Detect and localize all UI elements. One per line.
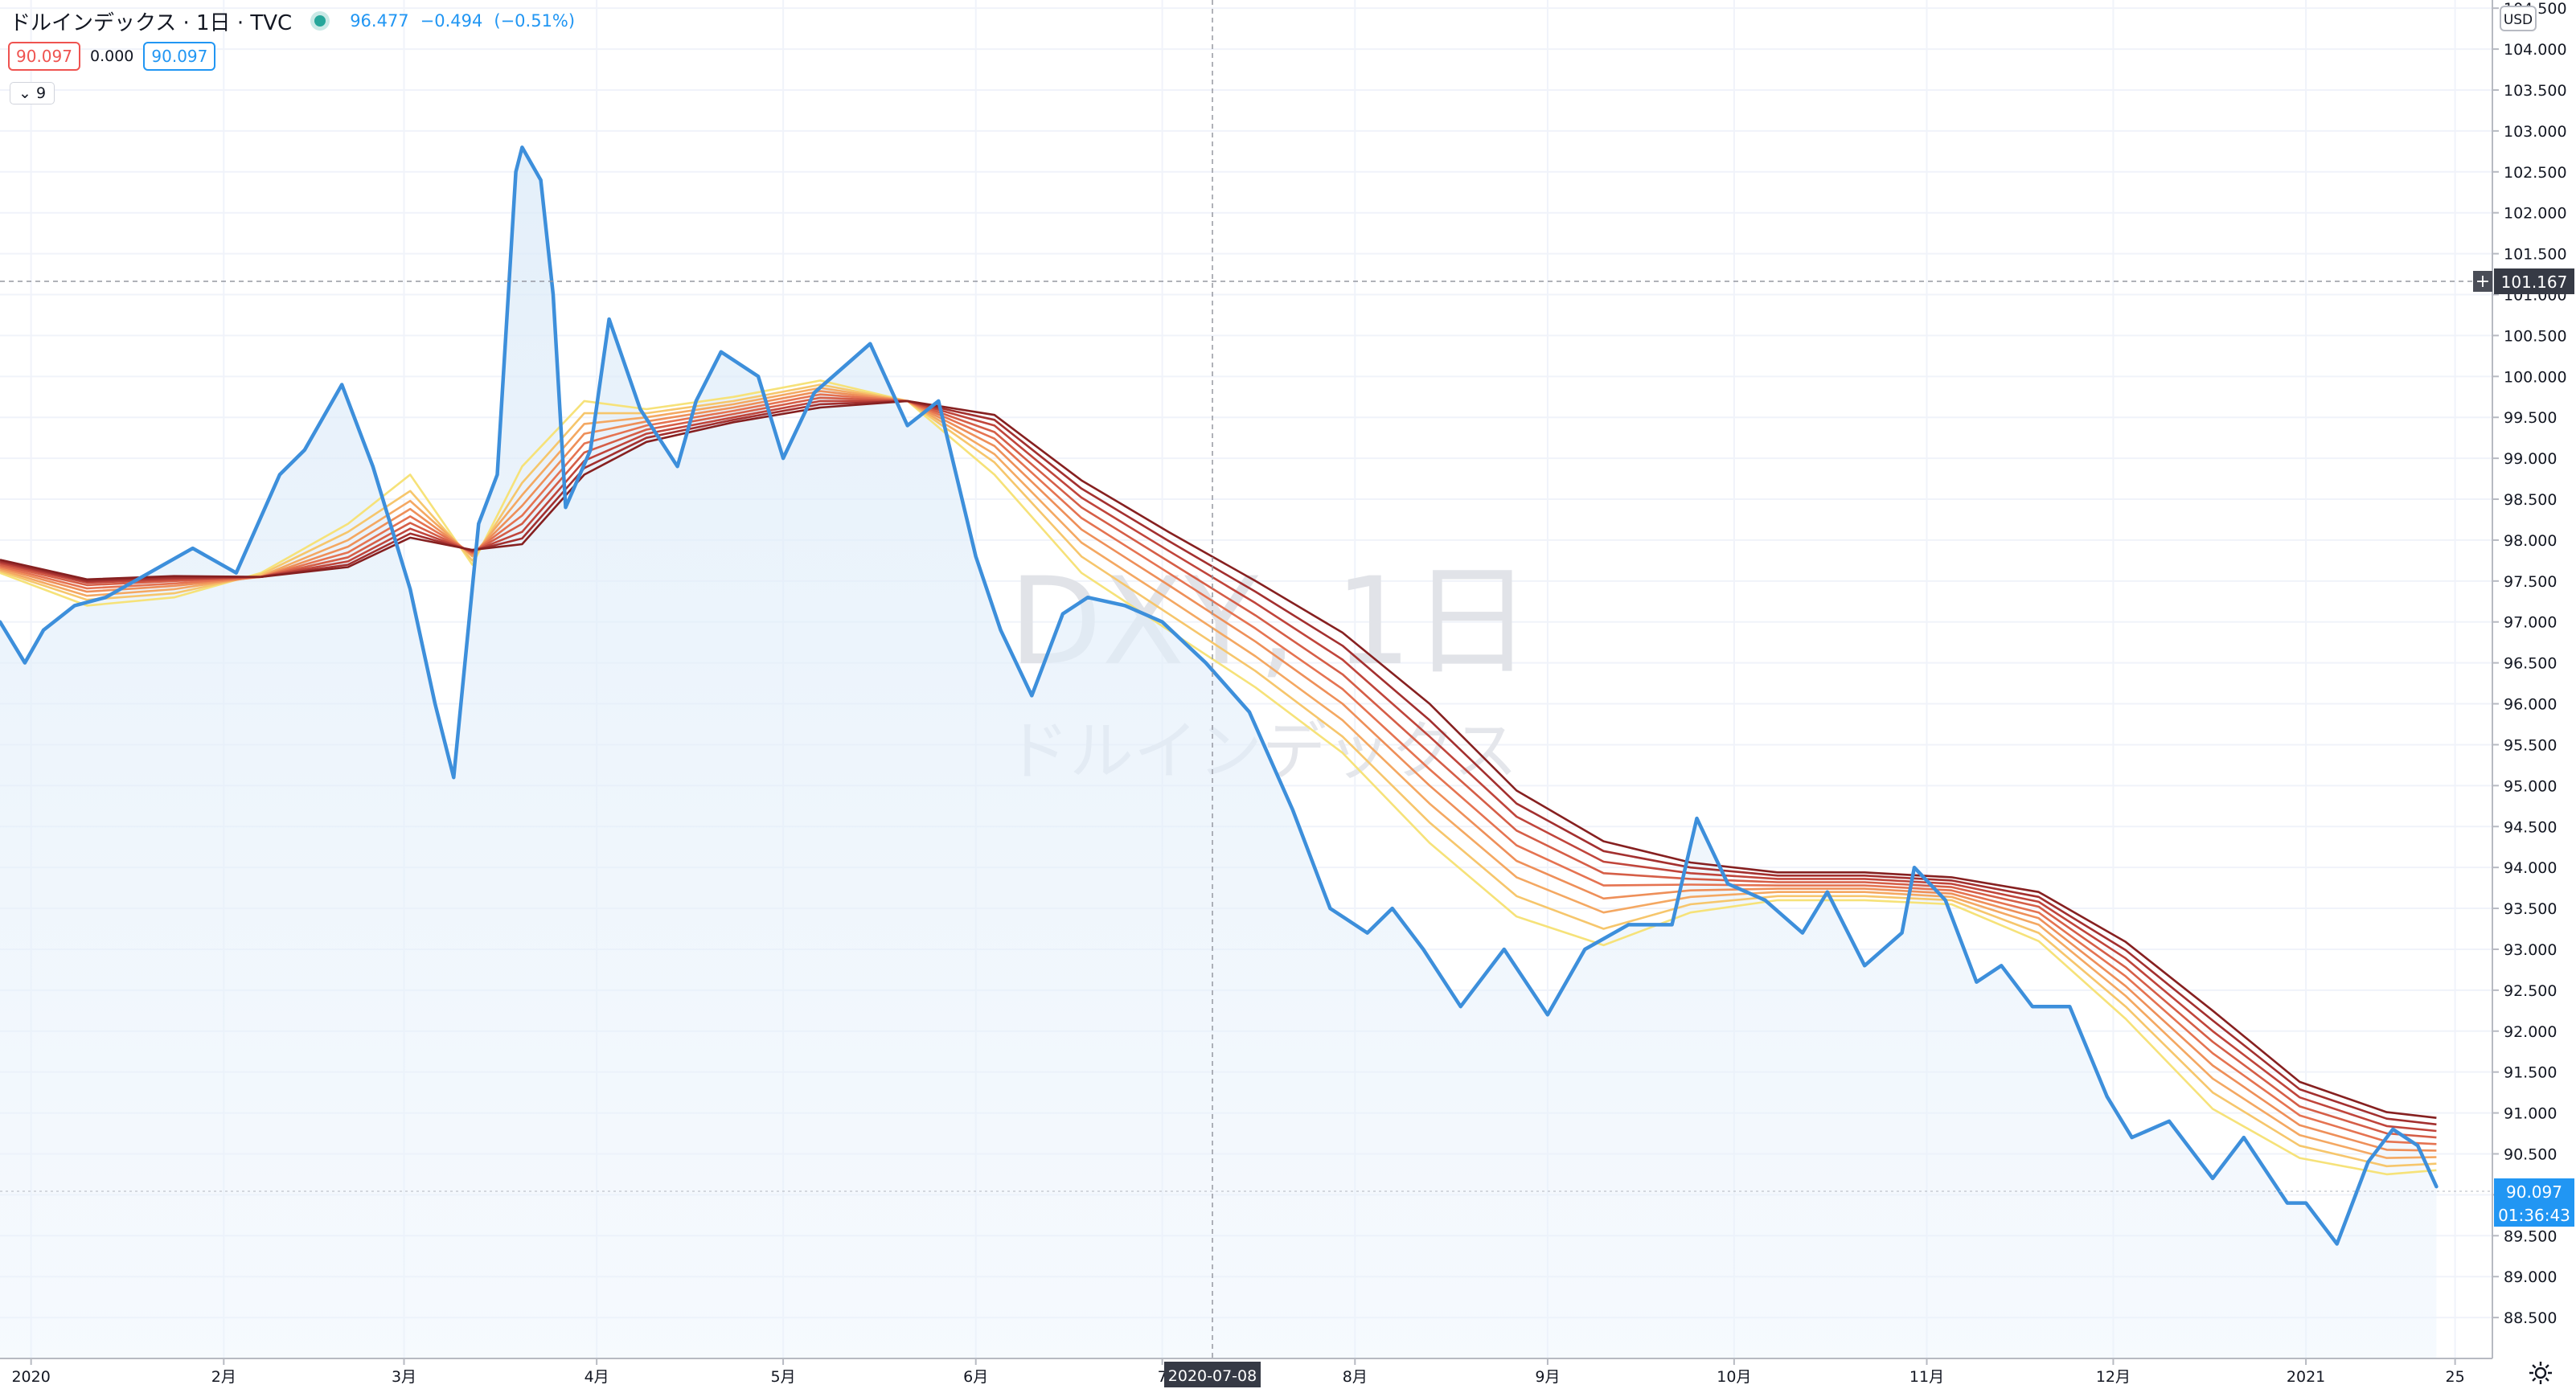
crosshair-date-badge: 2020-07-08	[1164, 1362, 1261, 1387]
price-tick-label: 99.000	[2504, 450, 2557, 468]
indicators-collapse-button[interactable]: ⌄ 9	[10, 82, 55, 104]
moving-average-line	[0, 399, 2437, 1133]
indicator-value-b: 0.000	[89, 47, 134, 65]
price-tick-label: 96.500	[2504, 655, 2557, 673]
price-tick-label: 95.500	[2504, 736, 2557, 754]
moving-average-line	[0, 383, 2437, 1168]
change-value: −0.494	[420, 11, 483, 31]
price-tick-label: 95.000	[2504, 777, 2557, 795]
price-line	[0, 145, 2439, 1246]
price-tick-label: 94.000	[2504, 859, 2557, 877]
price-tick-label: 103.000	[2504, 123, 2567, 141]
price-tick-label: 98.000	[2504, 532, 2557, 550]
time-tick-label: 11月	[1909, 1368, 1944, 1386]
moving-average-line	[0, 393, 2437, 1145]
price-tick-label: 92.500	[2504, 982, 2557, 1000]
last-price-badge: 90.097 01:36:43	[2494, 1178, 2574, 1227]
time-tick-label: 2021	[2287, 1368, 2325, 1386]
price-tick-label: 97.500	[2504, 573, 2557, 591]
price-tick-label: 93.500	[2504, 900, 2557, 918]
time-axis[interactable]: 2020 2月 3月 4月 5月 6月 7 8月 9月 10月 11月 12月 2021 25	[11, 1358, 2465, 1386]
moving-average-line	[0, 387, 2437, 1159]
crosshair-price-badge: + 101.167	[2473, 268, 2574, 294]
price-tick-label: 97.000	[2504, 614, 2557, 632]
time-tick-label: 8月	[1343, 1368, 1368, 1386]
currency-badge: USD	[2500, 6, 2537, 31]
indicator-value-a[interactable]: 90.097	[8, 42, 80, 71]
price-axis[interactable]: 88.50089.00089.50090.00090.50091.00091.5…	[2492, 0, 2567, 1327]
chart-header: ドルインデックス · 1日 · TVC 96.477 −0.494 (−0.51%)	[10, 5, 586, 37]
indicator-value-c[interactable]: 90.097	[143, 42, 216, 71]
price-line-group	[0, 145, 2439, 1246]
symbol-title[interactable]: ドルインデックス · 1日 · TVC	[10, 10, 293, 35]
change-percent: (−0.51%)	[494, 11, 576, 31]
time-tick-label: 2月	[211, 1368, 236, 1386]
price-tick-label: 103.500	[2504, 82, 2567, 100]
quote-values: 96.477 −0.494 (−0.51%)	[350, 11, 586, 31]
gear-icon[interactable]	[2526, 1358, 2555, 1387]
plus-icon	[2473, 271, 2492, 292]
time-tick-label: 9月	[1535, 1368, 1560, 1386]
price-area	[0, 147, 2437, 1358]
time-tick-label: 12月	[2096, 1368, 2131, 1386]
svg-text:+: +	[2476, 272, 2490, 292]
moving-average-line	[0, 399, 2437, 1126]
moving-average-line	[0, 390, 2437, 1152]
price-tick-label: 89.000	[2504, 1268, 2557, 1286]
market-status-icon	[314, 15, 326, 27]
price-tick-label: 100.500	[2504, 327, 2567, 345]
price-tick-label: 89.500	[2504, 1227, 2557, 1245]
time-tick-label: 3月	[392, 1368, 416, 1386]
price-tick-label: 99.500	[2504, 409, 2557, 427]
price-area-fill	[0, 147, 2437, 1358]
price-tick-label: 104.000	[2504, 41, 2567, 59]
price-tick-label: 92.000	[2504, 1023, 2557, 1041]
last-price-value: 90.097	[2506, 1182, 2562, 1202]
crosshair-price-label: 101.167	[2501, 272, 2568, 292]
price-tick-label: 93.000	[2504, 941, 2557, 959]
price-tick-label: 88.500	[2504, 1309, 2557, 1327]
price-tick-label: 96.000	[2504, 696, 2557, 714]
price-tick-label: 102.000	[2504, 205, 2567, 223]
price-tick-label: 91.000	[2504, 1105, 2557, 1123]
time-tick-label: 2020	[11, 1368, 50, 1386]
price-tick-label: 102.500	[2504, 164, 2567, 182]
price-tick-label: 98.500	[2504, 491, 2557, 509]
time-tick-label: 10月	[1717, 1368, 1751, 1386]
indicator-values-row: 90.097 0.000 90.097	[8, 42, 216, 71]
time-tick-label: 6月	[963, 1368, 988, 1386]
last-value: 96.477	[350, 11, 409, 31]
time-tick-label: 25	[2446, 1368, 2465, 1386]
price-tick-label: 91.500	[2504, 1064, 2557, 1082]
countdown-timer: 01:36:43	[2498, 1206, 2570, 1225]
crosshair-date-label: 2020-07-08	[1168, 1367, 1257, 1385]
price-tick-label: 90.500	[2504, 1145, 2557, 1163]
price-tick-label: 100.000	[2504, 368, 2567, 386]
currency-label: USD	[2504, 12, 2533, 28]
moving-average-line	[0, 399, 2437, 1119]
price-tick-label: 94.500	[2504, 818, 2557, 836]
price-tick-label: 101.500	[2504, 246, 2567, 264]
time-tick-label: 4月	[585, 1368, 609, 1386]
time-tick-label: 5月	[771, 1368, 796, 1386]
moving-average-line	[0, 396, 2437, 1139]
